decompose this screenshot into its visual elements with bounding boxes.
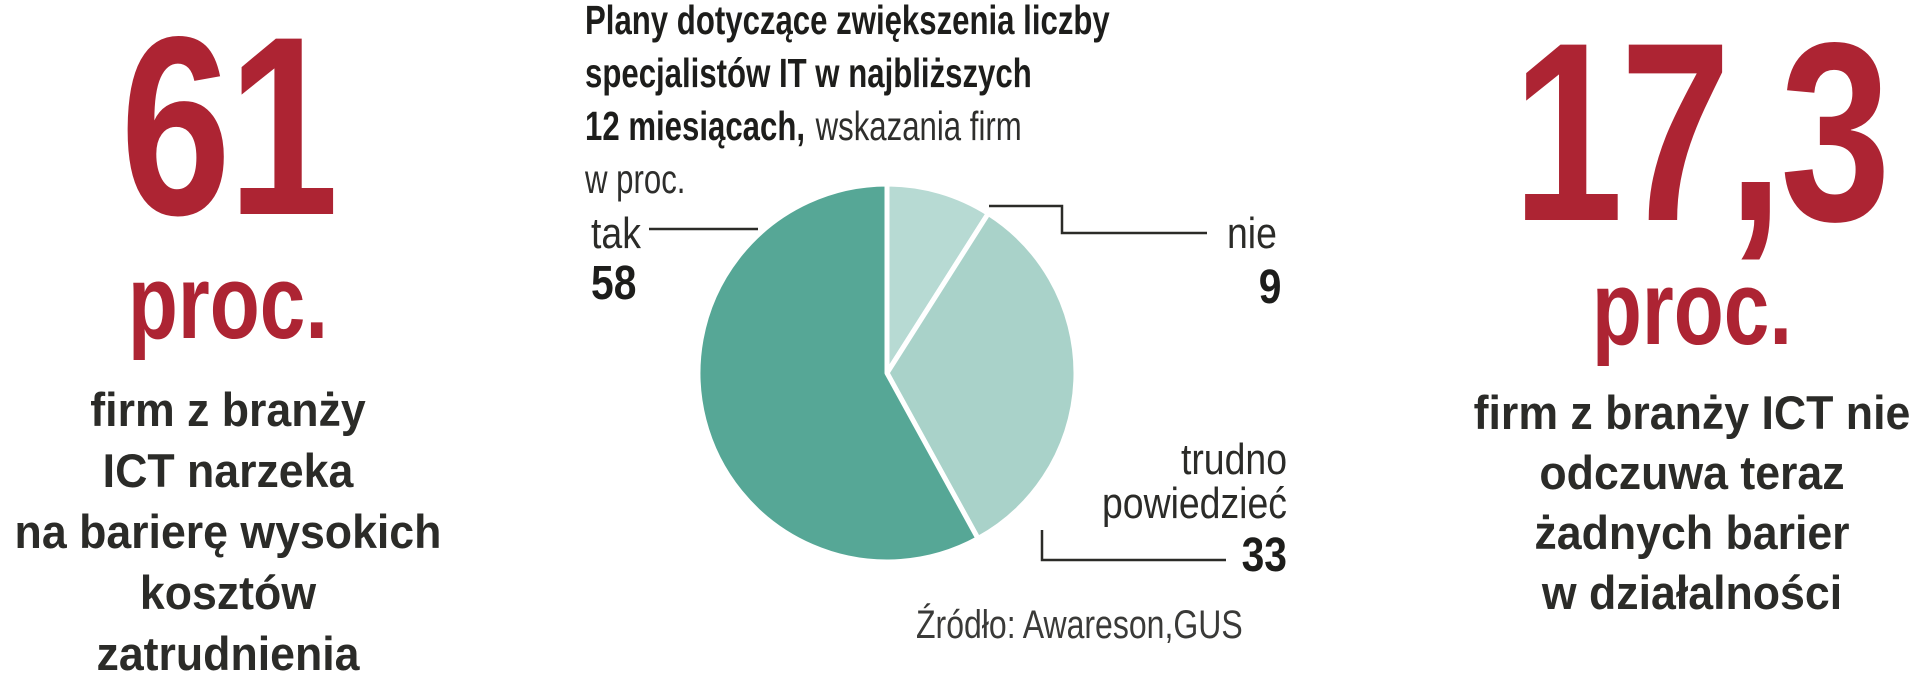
- chart-source: Źródło: Awareson,GUS: [916, 603, 1243, 647]
- right-stat-unit: proc.: [1591, 250, 1793, 367]
- left-stat-line: firm z branży: [90, 383, 366, 436]
- callout-tak: tak 58: [591, 211, 668, 308]
- chart-title-line3-bold: 12 miesiącach,: [585, 103, 806, 149]
- chart-title: Plany dotyczące zwiększenia liczby specj…: [585, 0, 1110, 206]
- callout-trudno: trudno powiedzieć 33: [1007, 435, 1287, 582]
- left-stat-line: ICT narzeka: [102, 444, 354, 497]
- callout-tak-value: 58: [591, 257, 637, 310]
- chart-title-line3-regular: wskazania firm: [815, 103, 1022, 149]
- right-stat-line: żadnych barier: [1534, 506, 1850, 559]
- pie-chart: [695, 181, 1079, 565]
- left-stat-unit: proc.: [127, 244, 329, 361]
- left-stat-description: firm z branży ICT narzeka na barierę wys…: [11, 379, 444, 681]
- chart-title-line3: 12 miesiącach, wskazania firm: [585, 100, 1110, 153]
- callout-trudno-value: 33: [1241, 529, 1287, 582]
- right-stat-line: w działalności: [1541, 566, 1843, 619]
- callout-trudno-label-line1: trudno: [1180, 435, 1287, 484]
- callout-nie-value: 9: [1258, 261, 1282, 314]
- chart-title-line2: specjalistów IT w najbliższych: [585, 50, 1032, 96]
- callout-tak-label: tak: [591, 209, 641, 258]
- callout-nie: nie 9: [1227, 211, 1281, 312]
- pie-slice-nie: [884, 181, 991, 376]
- right-stat-value: 17,3: [1512, 0, 1891, 275]
- left-stat-line: kosztów zatrudnienia: [96, 566, 360, 680]
- callout-nie-label: nie: [1227, 209, 1277, 258]
- right-stat-description: firm z branży ICT nie odczuwa teraz żadn…: [1474, 383, 1911, 623]
- left-stat-value: 61: [120, 0, 338, 269]
- chart-title-line1: Plany dotyczące zwiększenia liczby: [585, 0, 1110, 43]
- right-stat-line: odczuwa teraz: [1539, 446, 1845, 499]
- callout-trudno-label-line2: powiedzieć: [1101, 479, 1287, 528]
- pie-slice-tak: [695, 181, 981, 565]
- chart-title-line4: w proc.: [585, 156, 686, 202]
- right-stat-line: firm z branży ICT nie: [1473, 386, 1911, 439]
- left-stat-line: na barierę wysokich: [14, 505, 442, 558]
